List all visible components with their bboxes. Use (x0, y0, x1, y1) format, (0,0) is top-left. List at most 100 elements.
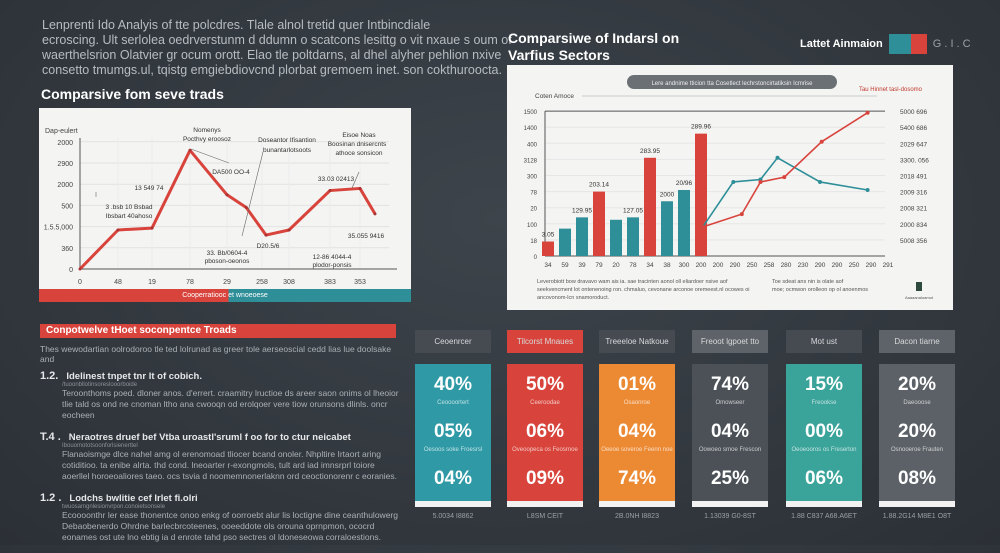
x-tick-label: 200 (696, 262, 707, 269)
annotation: D20.5/6 (257, 243, 280, 250)
series-point (865, 187, 870, 192)
intro-line: ecroscing. Ult serlolea oedrverstunm d d… (42, 33, 512, 47)
stat-label: Ceoooortert (437, 400, 469, 406)
legend-swatch-red (910, 34, 927, 54)
x-tick-label: 308 (283, 279, 295, 286)
right-tick-label: 2029 647 (900, 141, 927, 148)
x-tick-label: 290 (815, 262, 826, 269)
stat-column: Tilcorst Mnaues 50% Ceeroodae 06% Oveoopeca … (507, 330, 583, 520)
logo-icon (916, 282, 922, 291)
section-item: 1.2. Idelinest tnpet tnr lt of cobich./tu… (40, 370, 400, 421)
data-point (78, 267, 82, 271)
x-tick-label: 20 (612, 262, 620, 269)
chart-note: moe; ocmwon orolleon op ol anoenmos (772, 287, 868, 293)
bar (542, 241, 554, 256)
x-tick-label: 290 (832, 262, 843, 269)
annotation: Pocthvy eroosoz (183, 136, 231, 143)
series-point (758, 179, 763, 184)
annotation: Nomenys (193, 127, 221, 134)
x-tick-label: 79 (595, 262, 603, 269)
stat-percent: 05% (433, 421, 473, 442)
stat-footer: 1.13039 G0-8ST (704, 513, 756, 520)
x-tick-label: 250 (849, 262, 860, 269)
intro-paragraph: Lenprenti Ido Analyis of tte polcdres. T… (42, 18, 512, 78)
y-tick-label: 0 (69, 267, 73, 274)
y-tick-label: 360 (61, 246, 73, 253)
chart-banner (627, 75, 837, 89)
stat-footer: 2B.0NH I8823 (615, 513, 659, 520)
chart-banner-text: Lere andnime tticion tta Cosetlect lechr… (651, 81, 813, 87)
title-line: Varfius Sectors (508, 47, 610, 63)
annotation-leader (190, 148, 230, 164)
item-text: Flanaoismge dlce nahel amg ol erenomoad … (62, 449, 397, 481)
stat-column: Dacon tiarne 20% Daeooose 20% Osnooeroe Frau… (879, 330, 955, 520)
x-tick-label: 34 (646, 262, 654, 269)
item-title: Lodchs bwlitie cef lrlet fi.olri (69, 493, 198, 504)
bar (678, 189, 690, 256)
stat-percent: 74% (617, 468, 657, 489)
x-tick-label: 290 (730, 262, 741, 269)
stat-card: 20% Daeooose 20% Osnooeroe Frauten 08% (879, 364, 955, 507)
right-tick-label: 5400 686 (900, 125, 927, 132)
chart-note: Leverobiott bow dravavo wam ais ia. sae … (537, 279, 728, 285)
section-intro: Thes wewodartian oolrodoroo tle ted lolr… (40, 344, 392, 364)
stat-percent: 25% (710, 468, 750, 489)
stat-card: 15% Freookse 00% Oeoeooros os Freserton 06% (786, 364, 862, 507)
item-text: Teroonthoms poed. dloner anos. d'errert.… (62, 388, 399, 420)
stat-column-header[interactable]: Treeeloe Natkoue (599, 330, 675, 353)
x-tick-label: 280 (781, 262, 792, 269)
y-axis-label: Coten Amoce (535, 93, 574, 100)
annotation: pboson-oeonos (205, 258, 251, 265)
stat-percent: 40% (433, 374, 473, 395)
stat-column-header[interactable]: Mot ust (786, 330, 862, 353)
stat-column: Freoot lgpoet tto 74% Omowseer 04% Oowoeo sr… (692, 330, 768, 520)
annotation: 13 549 74 (135, 185, 164, 192)
stat-column-header[interactable]: Dacon tiarne (879, 330, 955, 353)
stat-column-header[interactable]: Tilcorst Mnaues (507, 330, 583, 353)
stat-footer: L8SM CEIT (526, 513, 564, 520)
y-tick-label: 20 (530, 207, 537, 213)
line-chart: Dap-eulert 0 360 1.5.5,000 500 2000 2900 2000 0 4… (44, 127, 397, 286)
x-tick-label: 34 (544, 262, 552, 269)
data-point (116, 228, 120, 232)
y-tick-label: 2000 (57, 182, 73, 189)
stat-label: Osaonroe (623, 400, 651, 406)
data-point (225, 193, 229, 197)
y-tick-label: 18 (530, 239, 537, 245)
bar-label: 20/96 (676, 180, 693, 187)
x-tick-label: 38 (663, 262, 671, 269)
stat-percent: 04% (617, 421, 657, 442)
stat-card: 01% Osaonroe 04% Oeeoe soveroe Feenn noe 74% (599, 364, 675, 507)
bar (610, 219, 622, 256)
x-tick-label: 39 (578, 262, 586, 269)
x-tick-label: 250 (747, 262, 758, 269)
right-chart-title: Comparsiwe of Indarsl on Varfius Sectors (508, 30, 679, 64)
data-point (328, 189, 332, 193)
bar-label: 129.95 (572, 207, 592, 214)
series-point (782, 175, 787, 180)
stat-label: Ceeroodae (530, 400, 560, 406)
legend-label: Lattet Ainmaion (800, 38, 883, 50)
section-item: T.4 . Neraotres druef bef Vtba uroastl'sr… (40, 431, 400, 482)
y-tick-label: 1400 (524, 126, 538, 132)
stat-label: Oowoeo srnoe Frescon (698, 447, 762, 453)
data-point (264, 233, 268, 237)
x-tick-label: 19 (148, 279, 156, 286)
stat-column-header[interactable]: Freoot lgpoet tto (692, 330, 768, 353)
annotation: bunantarlotsoots (263, 147, 312, 154)
bar-label: 283.95 (640, 148, 660, 155)
stat-footer: 1.88.2G14 M8E1 O8T (882, 513, 952, 520)
series-point (731, 179, 736, 184)
stat-percent: 04% (433, 468, 473, 489)
series-point (819, 139, 824, 144)
right-tick-label: 2009 316 (900, 190, 927, 197)
intro-line: waerthelsrion Olatvier gr ocum orott. El… (42, 48, 502, 62)
series-point (775, 155, 780, 160)
bar (593, 191, 605, 256)
stat-column-header[interactable]: Ceoenrcer (415, 330, 491, 353)
annotation: Doseantor Ifisantion (258, 137, 316, 144)
bar-label: 289.96 (691, 124, 711, 131)
x-tick-label: 353 (354, 279, 366, 286)
x-tick-label: 290 (866, 262, 877, 269)
series-point (700, 225, 705, 230)
